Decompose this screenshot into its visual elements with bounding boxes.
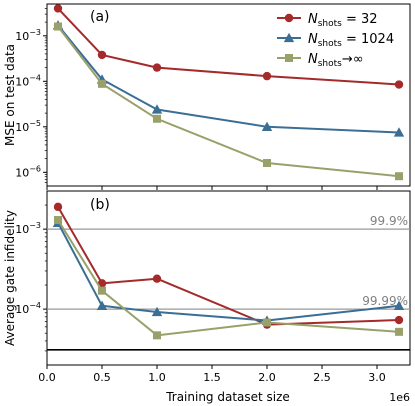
data-point-ninf (395, 327, 403, 336)
data-point-n1024 (151, 104, 163, 114)
x-tick-label: 0.5 (93, 371, 111, 384)
reference-line-label: 99.9% (370, 214, 408, 228)
data-point-ninf (153, 114, 161, 123)
data-point-n32 (152, 274, 162, 283)
data-point-n1024 (151, 306, 163, 317)
x-tick-label: 2.0 (258, 371, 276, 384)
legend-marker-n32 (284, 13, 294, 23)
data-point-ninf (395, 172, 403, 181)
legend: Nshots = 32 Nshots = 1024 Nshots→∞ (277, 12, 394, 69)
y-tick-label: 10−4 (15, 301, 41, 316)
legend-marker-ninf (285, 54, 293, 62)
panel-b-y-axis-label: Average gate infidelity (3, 210, 17, 346)
panel-a: 10−6 10−5 10−4 10−3 (a) MSE on test data Ns… (3, 3, 411, 190)
data-point-n32 (394, 315, 404, 325)
panel-b-y-ticks: 10−4 10−3 (15, 204, 47, 352)
legend-marker-n1024 (283, 32, 295, 43)
series-line-ninf (57, 25, 400, 178)
data-point-n1024 (261, 121, 273, 131)
x-tick-label: 1.0 (148, 371, 166, 384)
data-point-n32 (97, 50, 107, 60)
data-point-ninf (98, 286, 106, 295)
x-axis-label: Training dataset size (165, 390, 290, 404)
panel-a-series (52, 4, 405, 181)
data-point-n1024 (96, 300, 108, 310)
data-point-ninf (263, 159, 271, 168)
series-line-n1024 (57, 222, 400, 322)
legend-label-n32: Nshots = 32 (308, 12, 378, 29)
data-point-ninf (98, 79, 106, 88)
panel-a-x-ticks (46, 186, 378, 190)
legend-label-n1024: Nshots = 1024 (308, 32, 394, 49)
y-tick-label: 10−6 (15, 164, 41, 179)
panel-a-y-ticks: 10−6 10−5 10−4 10−3 (15, 8, 47, 183)
data-point-n32 (262, 71, 272, 81)
x-tick-label: 3.0 (368, 371, 386, 384)
legend-label-ninf: Nshots→∞ (308, 52, 364, 69)
y-tick-label: 10−4 (15, 73, 41, 88)
data-point-n1024 (393, 300, 405, 310)
data-point-n32 (53, 202, 63, 212)
x-axis-offset-label: 1e6 (389, 391, 410, 404)
panel-b-series (52, 202, 405, 340)
x-tick-label: 0.0 (38, 371, 56, 384)
panel-b: 99.9% 99.99% 10−4 10−3 0.0 0.5 1.0 1.5 2.0 2.5 3… (3, 190, 411, 404)
x-tick-label: 1.5 (203, 371, 221, 384)
data-point-n1024 (393, 127, 405, 137)
y-tick-label: 10−5 (15, 119, 41, 134)
panel-b-frame (46, 190, 411, 366)
y-tick-label: 10−3 (15, 221, 41, 236)
panel-b-label: (b) (90, 197, 110, 213)
data-point-n32 (152, 63, 162, 72)
data-point-ninf (153, 331, 161, 340)
panel-b-x-ticks: 0.0 0.5 1.0 1.5 2.0 2.5 3.0 (38, 365, 386, 384)
data-point-ninf (54, 216, 62, 225)
data-point-ninf (54, 22, 62, 31)
x-tick-label: 2.5 (313, 371, 331, 384)
reference-line-label: 99.99% (362, 294, 408, 308)
data-point-ninf (263, 318, 271, 327)
panel-a-label: (a) (90, 9, 110, 25)
data-point-n32 (53, 4, 63, 13)
panel-a-y-axis-label: MSE on test data (3, 44, 17, 146)
data-point-n32 (394, 80, 404, 89)
y-tick-label: 10−3 (15, 28, 41, 43)
